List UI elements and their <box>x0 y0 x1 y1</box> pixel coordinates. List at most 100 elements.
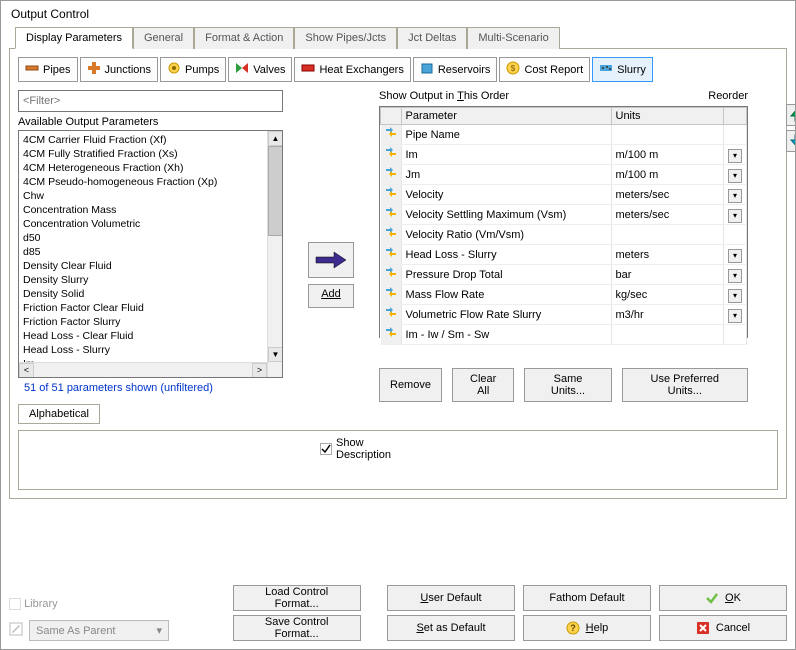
filter-input[interactable] <box>18 90 283 112</box>
user-default-button[interactable]: User Default <box>387 585 515 611</box>
grip-icon[interactable] <box>381 125 402 145</box>
table-row[interactable]: Im - Iw / Sm - Sw <box>381 325 747 345</box>
list-item[interactable]: Concentration Volumetric <box>23 217 278 231</box>
scroll-right-arrow[interactable]: > <box>252 363 267 378</box>
units-dropdown[interactable]: ▾ <box>724 145 747 165</box>
scroll-thumb[interactable] <box>268 146 283 236</box>
units-cell[interactable]: m3/hr <box>611 305 724 325</box>
subtab-cost-report[interactable]: $Cost Report <box>499 57 590 82</box>
subtab-pipes[interactable]: Pipes <box>18 57 78 82</box>
scroll-up-arrow[interactable]: ▲ <box>268 131 283 146</box>
grip-icon[interactable] <box>381 325 402 345</box>
ok-button[interactable]: OK <box>659 585 787 611</box>
list-item[interactable]: Density Solid <box>23 287 278 301</box>
list-item[interactable]: Density Clear Fluid <box>23 259 278 273</box>
units-cell[interactable]: m/100 m <box>611 145 724 165</box>
same-units-button[interactable]: Same Units... <box>524 368 611 402</box>
units-cell[interactable]: meters/sec <box>611 185 724 205</box>
list-item[interactable]: 4CM Heterogeneous Fraction (Xh) <box>23 161 278 175</box>
col-units[interactable]: Units <box>611 108 724 125</box>
col-parameter[interactable]: Parameter <box>401 108 611 125</box>
grip-icon[interactable] <box>381 245 402 265</box>
horizontal-scrollbar[interactable]: < > <box>19 362 267 377</box>
units-dropdown[interactable]: ▾ <box>724 305 747 325</box>
grip-icon[interactable] <box>381 185 402 205</box>
units-cell[interactable] <box>611 125 724 145</box>
list-item[interactable]: Density Slurry <box>23 273 278 287</box>
vertical-scrollbar[interactable]: ▲ ▼ <box>267 131 282 377</box>
clear-all-button[interactable]: Clear All <box>452 368 514 402</box>
list-item[interactable]: 4CM Fully Stratified Fraction (Xs) <box>23 147 278 161</box>
list-item[interactable]: 4CM Pseudo-homogeneous Fraction (Xp) <box>23 175 278 189</box>
units-cell[interactable] <box>611 325 724 345</box>
list-item[interactable]: Chw <box>23 189 278 203</box>
tab-multi-scenario[interactable]: Multi-Scenario <box>467 27 559 49</box>
table-row[interactable]: Velocity Ratio (Vm/Vsm) <box>381 225 747 245</box>
grip-icon[interactable] <box>381 305 402 325</box>
units-dropdown[interactable]: ▾ <box>724 245 747 265</box>
table-row[interactable]: Volumetric Flow Rate Slurrym3/hr▾ <box>381 305 747 325</box>
tab-format-action[interactable]: Format & Action <box>194 27 294 49</box>
tab-general[interactable]: General <box>133 27 194 49</box>
subtab-reservoirs[interactable]: Reservoirs <box>413 57 498 82</box>
units-dropdown[interactable]: ▾ <box>724 185 747 205</box>
move-up-button[interactable] <box>786 104 795 126</box>
units-dropdown[interactable]: ▾ <box>724 285 747 305</box>
table-row[interactable]: Imm/100 m▾ <box>381 145 747 165</box>
subtab-junctions[interactable]: Junctions <box>80 57 158 82</box>
subtab-pumps[interactable]: Pumps <box>160 57 226 82</box>
list-item[interactable]: 4CM Carrier Fluid Fraction (Xf) <box>23 133 278 147</box>
add-button[interactable]: Add <box>308 284 354 308</box>
set-as-default-button[interactable]: Set as Default <box>387 615 515 641</box>
remove-button[interactable]: Remove <box>379 368 442 402</box>
grip-icon[interactable] <box>381 145 402 165</box>
use-preferred-units-button[interactable]: Use Preferred Units... <box>622 368 748 402</box>
grip-icon[interactable] <box>381 165 402 185</box>
tab-display-parameters[interactable]: Display Parameters <box>15 27 133 49</box>
list-item[interactable]: Friction Factor Clear Fluid <box>23 301 278 315</box>
table-row[interactable]: Pipe Name <box>381 125 747 145</box>
list-item[interactable]: Head Loss - Clear Fluid <box>23 329 278 343</box>
list-item[interactable]: d50 <box>23 231 278 245</box>
cancel-button[interactable]: Cancel <box>659 615 787 641</box>
available-params-listbox[interactable]: 4CM Carrier Fluid Fraction (Xf)4CM Fully… <box>18 130 283 378</box>
grip-icon[interactable] <box>381 205 402 225</box>
units-dropdown[interactable]: ▾ <box>724 205 747 225</box>
grip-icon[interactable] <box>381 225 402 245</box>
units-cell[interactable]: m/100 m <box>611 165 724 185</box>
list-item[interactable]: d85 <box>23 245 278 259</box>
units-cell[interactable]: bar <box>611 265 724 285</box>
help-button[interactable]: ? Help <box>523 615 651 641</box>
scroll-down-arrow[interactable]: ▼ <box>268 347 283 362</box>
list-item[interactable]: Concentration Mass <box>23 203 278 217</box>
save-control-format-button[interactable]: Save Control Format... <box>233 615 361 641</box>
grip-icon[interactable] <box>381 265 402 285</box>
list-item[interactable]: Friction Factor Slurry <box>23 315 278 329</box>
alphabetical-tab[interactable]: Alphabetical <box>18 404 100 424</box>
subtab-slurry[interactable]: Slurry <box>592 57 653 82</box>
units-dropdown[interactable]: ▾ <box>724 265 747 285</box>
move-down-button[interactable] <box>786 130 795 152</box>
show-description-checkbox[interactable]: Show Description <box>320 437 391 461</box>
units-cell[interactable]: meters/sec <box>611 205 724 225</box>
table-row[interactable]: Mass Flow Ratekg/sec▾ <box>381 285 747 305</box>
units-cell[interactable]: meters <box>611 245 724 265</box>
grip-icon[interactable] <box>381 285 402 305</box>
units-dropdown[interactable]: ▾ <box>724 165 747 185</box>
table-row[interactable]: Jmm/100 m▾ <box>381 165 747 185</box>
table-row[interactable]: Head Loss - Slurrymeters▾ <box>381 245 747 265</box>
table-row[interactable]: Velocitymeters/sec▾ <box>381 185 747 205</box>
tab-show-pipes-jcts[interactable]: Show Pipes/Jcts <box>294 27 397 49</box>
tab-jct-deltas[interactable]: Jct Deltas <box>397 27 467 49</box>
units-cell[interactable] <box>611 225 724 245</box>
load-control-format-button[interactable]: Load Control Format... <box>233 585 361 611</box>
scroll-left-arrow[interactable]: < <box>19 363 34 378</box>
subtab-heat-exchangers[interactable]: Heat Exchangers <box>294 57 410 82</box>
table-row[interactable]: Pressure Drop Totalbar▾ <box>381 265 747 285</box>
order-table[interactable]: Parameter Units Pipe NameImm/100 m▾Jmm/1… <box>380 107 747 345</box>
list-item[interactable]: Head Loss - Slurry <box>23 343 278 357</box>
table-row[interactable]: Velocity Settling Maximum (Vsm)meters/se… <box>381 205 747 225</box>
units-cell[interactable]: kg/sec <box>611 285 724 305</box>
fathom-default-button[interactable]: Fathom Default <box>523 585 651 611</box>
subtab-valves[interactable]: Valves <box>228 57 292 82</box>
